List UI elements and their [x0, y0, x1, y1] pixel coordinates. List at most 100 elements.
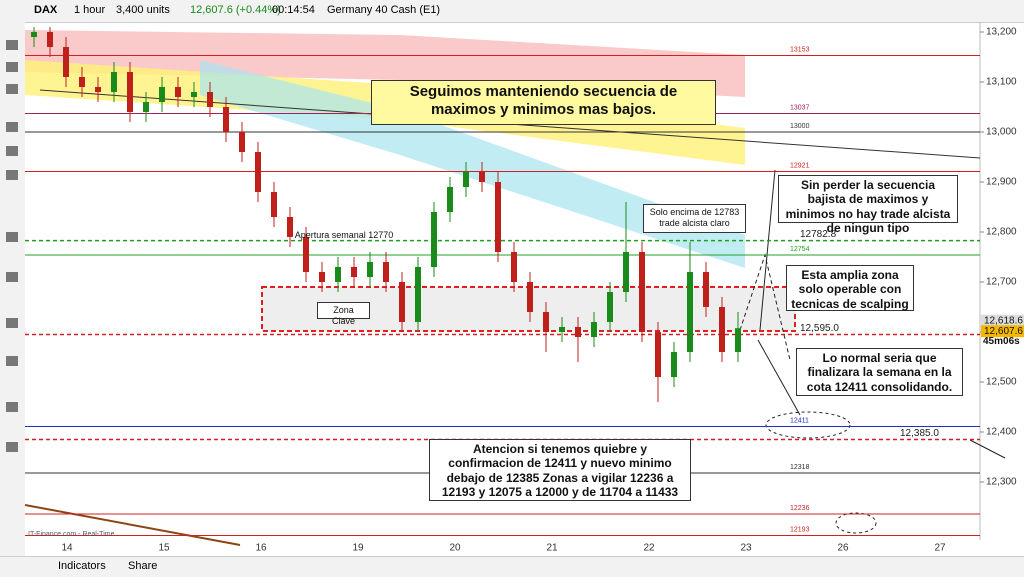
candle-body: [127, 72, 133, 112]
candle-body: [495, 182, 501, 252]
candle-body: [415, 267, 421, 322]
candle-body: [79, 77, 85, 87]
candle-body: [351, 267, 357, 277]
candle-body: [159, 87, 165, 102]
y-tick-label: 13,100: [986, 77, 1017, 88]
arrow: [969, 439, 1006, 459]
x-tick-label: 23: [740, 543, 752, 554]
price-tag-label: 12,618.6: [984, 315, 1023, 326]
target-ellipse: [835, 512, 877, 534]
toolbar: DAX 1 hour 3,400 units 12,607.6 (+0.44%)…: [0, 0, 1024, 23]
candle-body: [399, 282, 405, 322]
ma-long: [24, 504, 241, 546]
candle-body: [111, 72, 117, 92]
candle-body: [671, 352, 677, 377]
level-label: 12411: [790, 417, 809, 424]
level-label: 12318: [790, 464, 810, 471]
candle-body: [255, 152, 261, 192]
candle-body: [447, 187, 453, 212]
candle-body: [719, 307, 725, 352]
y-tick-label: 12,800: [986, 227, 1017, 238]
bottom-bar: Indicators Share: [0, 556, 1024, 577]
x-tick-label: 15: [158, 543, 170, 554]
clock: 00:14:54: [272, 4, 315, 16]
price-tag-label: 12,607.6: [984, 326, 1023, 337]
candle-body: [623, 252, 629, 292]
level-label: 12921: [790, 162, 810, 169]
y-tick-label: 12,400: [986, 427, 1017, 438]
y-tick-label: 13,200: [986, 27, 1017, 38]
candle-body: [191, 92, 197, 97]
candle-body: [143, 102, 149, 112]
annotation: Seguimos manteniendo secuencia de maximo…: [371, 80, 716, 125]
level-label: 13000: [790, 123, 810, 130]
tool-icons: [6, 40, 18, 452]
level-label: 12754: [790, 246, 810, 253]
level-label: 12782.8: [800, 229, 837, 240]
y-tick-label: 12,500: [986, 377, 1017, 388]
candle-body: [47, 32, 53, 47]
indicators-button[interactable]: Indicators: [58, 560, 106, 572]
annotation: Lo normal seria que finalizara la semana…: [796, 348, 963, 396]
candle-body: [559, 327, 565, 332]
level-label: 12236: [790, 505, 810, 512]
candle-body: [287, 217, 293, 237]
candle-body: [95, 87, 101, 92]
annotation: Zona Clave: [317, 302, 370, 326]
interval[interactable]: 1 hour: [74, 4, 106, 16]
x-tick-label: 22: [643, 543, 655, 554]
candle-body: [703, 272, 709, 307]
source: IT-Finance.com - Real-Time: [28, 531, 115, 538]
price: 12,607.6 (+0.44%): [190, 4, 281, 16]
candle-body: [543, 312, 549, 332]
candle-body: [207, 92, 213, 107]
x-tick-label: 20: [449, 543, 461, 554]
x-tick-label: 26: [837, 543, 849, 554]
y-tick-label: 12,300: [986, 477, 1017, 488]
candle-body: [271, 192, 277, 217]
candle-body: [639, 252, 645, 332]
candle-body: [383, 262, 389, 282]
price-tag: [981, 325, 1024, 338]
candle-body: [319, 272, 325, 282]
candle-body: [175, 87, 181, 97]
x-tick-label: 27: [934, 543, 946, 554]
price-tag: [981, 314, 1024, 327]
candle-body: [303, 237, 309, 272]
candle-body: [607, 292, 613, 322]
candle-body: [527, 282, 533, 312]
units[interactable]: 3,400 units: [116, 4, 170, 16]
annotation: Esta amplia zona solo operable con tecni…: [786, 265, 914, 311]
share-button[interactable]: Share: [128, 560, 158, 572]
level-label: 12,385.0: [900, 428, 939, 439]
candle-body: [367, 262, 373, 277]
cloud-cyan: [200, 60, 745, 268]
candle-body: [479, 172, 485, 182]
candle-body: [575, 327, 581, 337]
x-tick-label: 16: [255, 543, 267, 554]
candle-body: [735, 328, 741, 352]
annotation: Solo encima de 12783 trade alcista claro: [643, 204, 746, 233]
candle-body: [335, 267, 341, 282]
candle-body: [655, 332, 661, 377]
level-label: 12,595.0: [800, 323, 839, 334]
level-label: 13037: [790, 104, 810, 111]
level-label: 12193: [790, 526, 810, 533]
y-tick-label: 12,900: [986, 177, 1017, 188]
level-label: 13153: [790, 46, 810, 53]
countdown: 45m06s: [983, 336, 1020, 347]
candle-body: [31, 32, 37, 37]
arrow: [757, 339, 801, 416]
candle-body: [431, 212, 437, 267]
left-toolbar: [0, 22, 25, 556]
candle-body: [223, 107, 229, 132]
x-tick-label: 21: [546, 543, 558, 554]
candle-body: [511, 252, 517, 282]
annotation: Sin perder la secuencia bajista de maxim…: [778, 175, 958, 235]
x-tick-label: 14: [61, 543, 73, 554]
y-tick-label: 13,000: [986, 127, 1017, 138]
candle-body: [463, 172, 469, 187]
candle-body: [687, 272, 693, 352]
symbol[interactable]: DAX: [34, 4, 58, 16]
